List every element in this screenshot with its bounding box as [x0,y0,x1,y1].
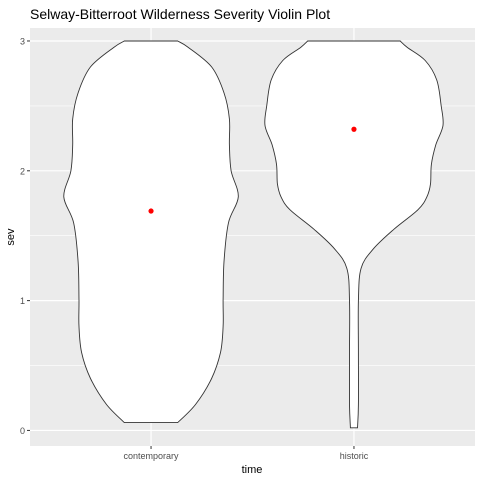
x-axis: contemporary historic [124,446,369,461]
violins [63,40,444,429]
mean-point-contemporary [148,208,154,214]
x-tick-label: historic [340,451,369,461]
violin-historic [264,40,444,429]
y-tick-label: 3 [20,36,25,46]
violin-contemporary [63,40,239,424]
mean-points [148,126,357,214]
x-axis-label: time [242,464,263,476]
y-axis: 0 1 2 3 [20,36,30,436]
y-tick-label: 2 [20,166,25,176]
y-axis-label: sev [5,228,17,246]
y-tick-label: 0 [20,426,25,436]
chart-title: Selway-Bitterroot Wilderness Severity Vi… [30,6,330,22]
mean-point-historic [351,126,357,132]
y-tick-label: 1 [20,296,25,306]
x-tick-label: contemporary [124,451,180,461]
